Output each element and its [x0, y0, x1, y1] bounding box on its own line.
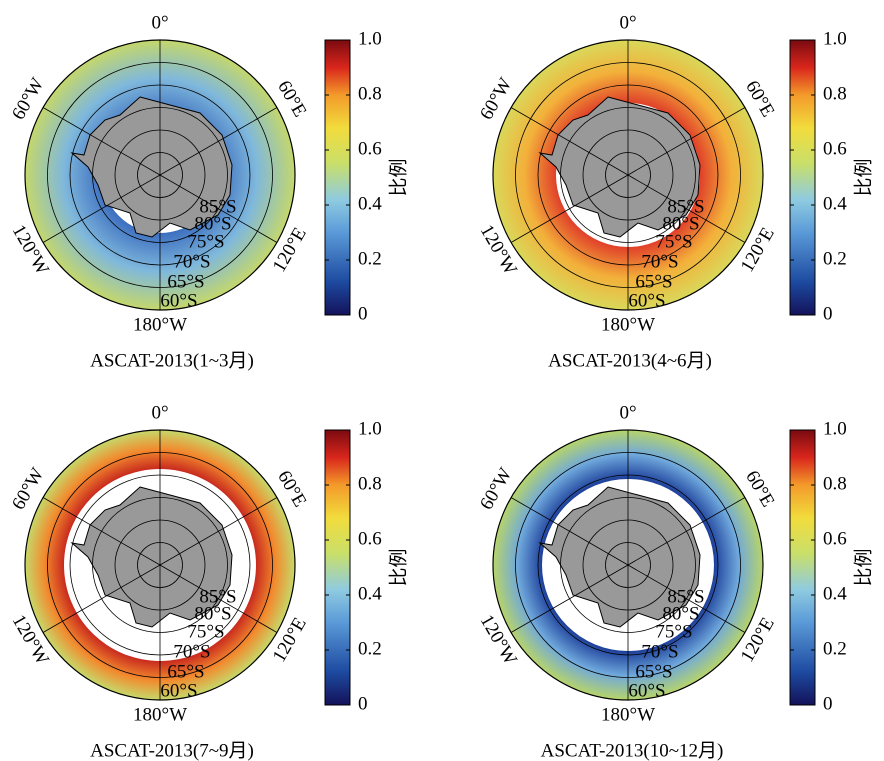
- longitude-label: 180°W: [601, 704, 655, 725]
- latitude-label: 75°S: [187, 231, 224, 252]
- colorbar-tick-label: 0.4: [358, 193, 382, 214]
- meridian: [627, 174, 746, 243]
- map-panel: 0°60°E120°E180°W120°W60°W85°S80°S75°S70°…: [476, 402, 875, 761]
- panel-title: ASCAT-2013(10~12月): [541, 740, 724, 761]
- meridian: [627, 497, 746, 566]
- latitude-label: 85°S: [667, 196, 704, 217]
- colorbar-tick-label: 0.8: [823, 473, 847, 494]
- longitude-label: 0°: [151, 12, 168, 33]
- latitude-label: 70°S: [641, 251, 678, 272]
- meridian: [42, 497, 161, 566]
- colorbar-tick-label: 1.0: [358, 28, 382, 49]
- longitude-label: 0°: [619, 12, 636, 33]
- continent: [538, 96, 701, 238]
- colorbar-tick-label: 0: [823, 303, 833, 324]
- colorbar-tick-label: 0.2: [358, 638, 382, 659]
- continent: [538, 486, 701, 628]
- colorbar-tick-label: 0.6: [823, 138, 847, 159]
- colorbar-label: 比例: [852, 158, 874, 196]
- colorbar-tick-label: 0.8: [358, 83, 382, 104]
- colorbar-tick-label: 0.4: [358, 583, 382, 604]
- colorbar: [789, 429, 816, 706]
- latitude-label: 70°S: [173, 641, 210, 662]
- map-panel: 0°60°E120°E180°W120°W60°W85°S80°S75°S70°…: [8, 402, 410, 761]
- map-panel: 0°60°E120°E180°W120°W60°W85°S80°S75°S70°…: [476, 12, 875, 371]
- latitude-label: 60°S: [160, 680, 197, 701]
- meridian: [42, 107, 161, 176]
- colorbar-tick-label: 1.0: [358, 418, 382, 439]
- colorbar-tick-label: 0.8: [823, 83, 847, 104]
- colorbar-tick-label: 0: [358, 303, 368, 324]
- longitude-label: 180°W: [133, 314, 187, 335]
- colorbar-tick-label: 0.8: [358, 473, 382, 494]
- meridian: [510, 497, 629, 566]
- meridian: [159, 564, 278, 633]
- latitude-label: 70°S: [173, 251, 210, 272]
- colorbar-tick-label: 0.6: [358, 138, 382, 159]
- panel-title: ASCAT-2013(4~6月): [548, 350, 712, 371]
- latitude-label: 60°S: [628, 290, 665, 311]
- colorbar: [324, 429, 351, 706]
- colorbar-tick-label: 0.2: [823, 638, 847, 659]
- longitude-label: 0°: [619, 402, 636, 423]
- latitude-label: 80°S: [662, 603, 699, 624]
- map-panel: 0°60°E120°E180°W120°W60°W85°S80°S75°S70°…: [8, 12, 410, 371]
- latitude-label: 60°S: [628, 680, 665, 701]
- latitude-label: 65°S: [167, 661, 204, 682]
- colorbar-tick-label: 0.2: [358, 248, 382, 269]
- panel-title: ASCAT-2013(7~9月): [90, 740, 254, 761]
- continent: [70, 486, 233, 628]
- colorbar-tick-label: 0.6: [358, 528, 382, 549]
- latitude-label: 85°S: [667, 586, 704, 607]
- meridian: [159, 107, 278, 176]
- latitude-label: 75°S: [655, 231, 692, 252]
- colorbar-tick-label: 0: [823, 693, 833, 714]
- longitude-label: 0°: [151, 402, 168, 423]
- latitude-label: 80°S: [662, 213, 699, 234]
- colorbar-tick-label: 1.0: [823, 28, 847, 49]
- meridian: [510, 107, 629, 176]
- continent: [70, 96, 233, 238]
- latitude-label: 85°S: [199, 196, 236, 217]
- latitude-label: 75°S: [187, 621, 224, 642]
- meridian: [159, 174, 278, 243]
- colorbar-tick-label: 0.4: [823, 583, 847, 604]
- colorbar-tick-label: 0: [358, 693, 368, 714]
- colorbar-tick-label: 0.6: [823, 528, 847, 549]
- colorbar: [324, 39, 351, 316]
- latitude-label: 60°S: [160, 290, 197, 311]
- meridian: [510, 564, 629, 633]
- latitude-label: 65°S: [635, 661, 672, 682]
- meridian: [42, 564, 161, 633]
- meridian: [42, 174, 161, 243]
- latitude-label: 80°S: [194, 603, 231, 624]
- colorbar-tick-label: 1.0: [823, 418, 847, 439]
- meridian: [159, 497, 278, 566]
- meridian: [627, 107, 746, 176]
- latitude-label: 75°S: [655, 621, 692, 642]
- meridian: [510, 174, 629, 243]
- colorbar-label: 比例: [852, 548, 874, 586]
- latitude-label: 80°S: [194, 213, 231, 234]
- colorbar: [789, 39, 816, 316]
- latitude-label: 70°S: [641, 641, 678, 662]
- longitude-label: 180°W: [133, 704, 187, 725]
- latitude-label: 85°S: [199, 586, 236, 607]
- colorbar-tick-label: 0.2: [823, 248, 847, 269]
- panel-title: ASCAT-2013(1~3月): [90, 350, 254, 371]
- latitude-label: 65°S: [635, 271, 672, 292]
- meridian: [627, 564, 746, 633]
- longitude-label: 180°W: [601, 314, 655, 335]
- latitude-label: 65°S: [167, 271, 204, 292]
- colorbar-label: 比例: [387, 158, 409, 196]
- colorbar-label: 比例: [387, 548, 409, 586]
- colorbar-tick-label: 0.4: [823, 193, 847, 214]
